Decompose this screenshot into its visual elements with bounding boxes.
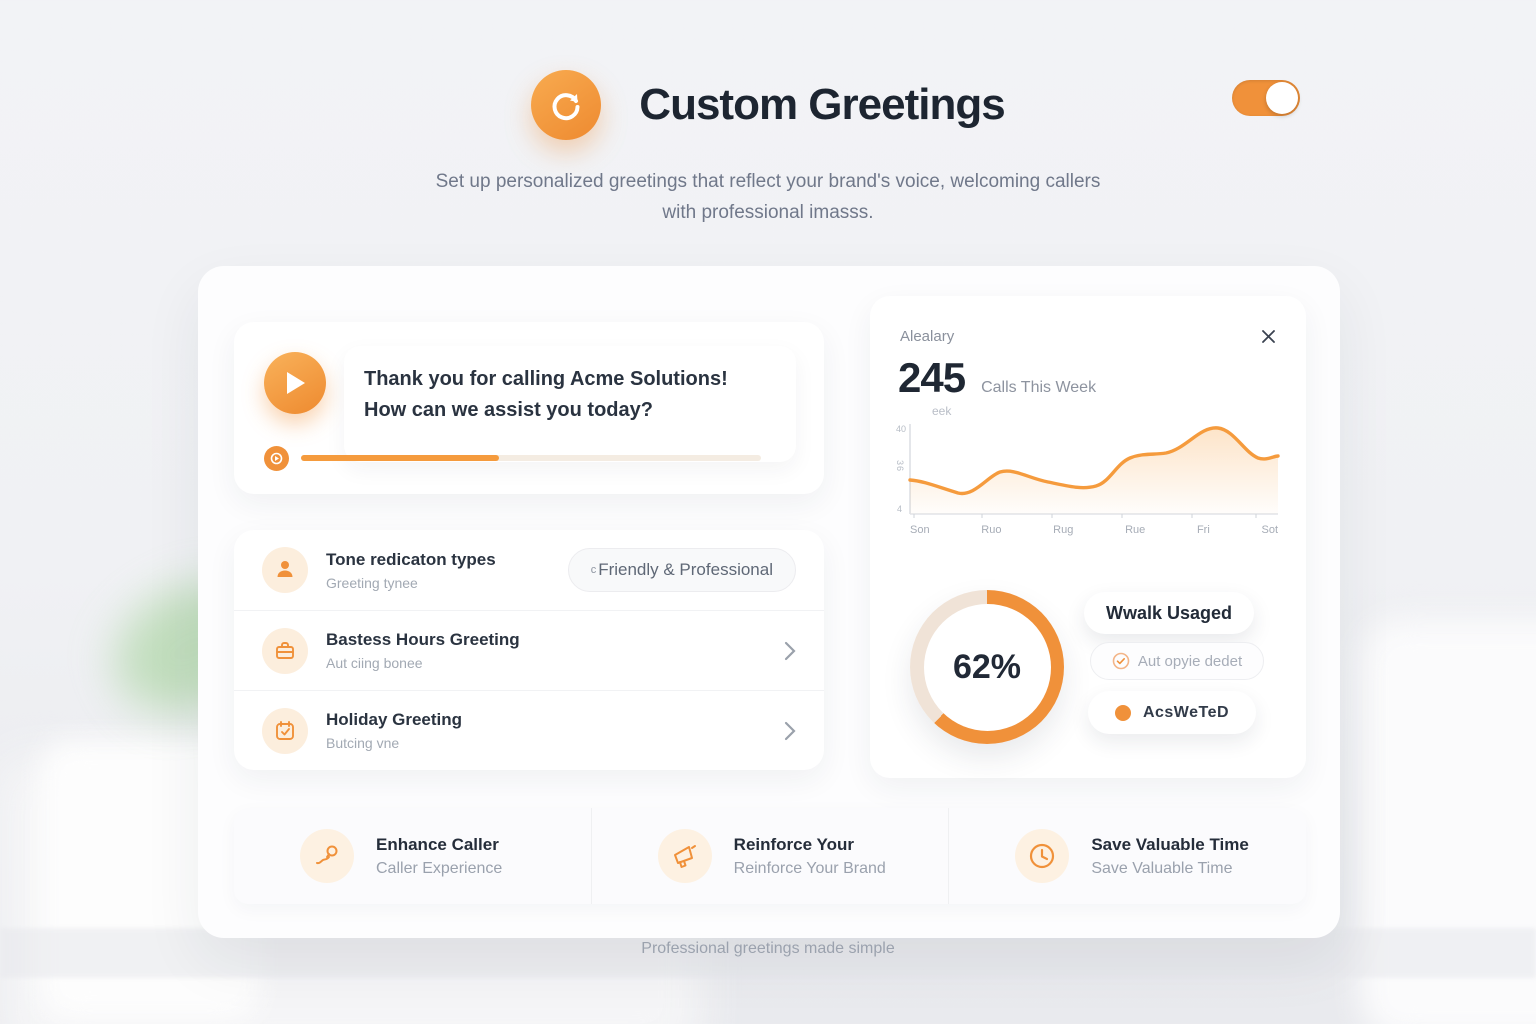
x-axis-tick: Ruo (981, 524, 1002, 536)
list-item-tone: Tone redicaton types Greeting tynee c Fr… (234, 530, 824, 610)
auto-reply-pill[interactable]: Aut opyie dedet (1090, 642, 1264, 680)
y-axis-tick: 36 (895, 460, 905, 473)
list-item-title: Bastess Hours Greeting (326, 630, 520, 649)
list-item-subtitle: Butcing vne (326, 735, 400, 751)
greeting-message-card: Thank you for calling Acme Solutions! Ho… (344, 346, 796, 462)
calendar-icon (262, 707, 308, 754)
greetings-enabled-toggle[interactable] (1232, 80, 1300, 116)
feature-save-time: Save Valuable Time Save Valuable Time (948, 808, 1306, 904)
toggle-knob (1266, 82, 1298, 114)
play-button[interactable] (264, 352, 326, 414)
feature-title: Save Valuable Time (1091, 834, 1249, 854)
feature-enhance-caller: Enhance Caller Caller Experience (234, 808, 591, 904)
calls-line-chart: 40 36 4 (895, 420, 1282, 542)
feature-subtitle: Caller Experience (376, 859, 503, 877)
megaphone-icon (657, 829, 712, 883)
calls-count: 245 (898, 354, 966, 401)
y-axis-tick: 4 (897, 504, 903, 514)
orange-dot-icon (1114, 704, 1131, 721)
feature-title: Enhance Caller (376, 834, 499, 854)
chart-canvas (908, 424, 1280, 518)
play-icon (287, 372, 305, 394)
greeting-message-line-2: How can we assist you today? (364, 399, 653, 421)
answered-pill[interactable]: AcsWeTeD (1088, 691, 1256, 734)
wand-icon (300, 829, 354, 883)
x-axis-tick: Son (910, 524, 930, 536)
x-axis-tick: Rue (1125, 524, 1146, 536)
list-item-holiday[interactable]: Holiday Greeting Butcing vne (234, 690, 824, 770)
x-axis-labels: Son Ruo Rug Rue Fri Sot (910, 524, 1278, 536)
main-panel: Thank you for calling Acme Solutions! Ho… (198, 266, 1340, 938)
analytics-title: Alealary (900, 328, 955, 345)
tone-value-label: Friendly & Professional (598, 560, 773, 579)
refresh-icon (531, 70, 602, 140)
header: Custom Greetings (0, 60, 1536, 150)
subtitle-line-1: Set up personalized greetings that refle… (435, 171, 1101, 192)
page-subtitle: Set up personalized greetings that refle… (0, 166, 1536, 228)
playback-progress-bar[interactable] (301, 455, 761, 461)
list-item-title: Tone redicaton types (326, 549, 496, 569)
feature-title: Reinforce Your (733, 834, 854, 854)
list-item-business-hours[interactable]: Bastess Hours Greeting Aut ciing bonee (234, 610, 824, 690)
donut-percent-label: 62% (952, 647, 1022, 686)
usage-donut-chart: 62% (910, 590, 1064, 744)
pill-prefix: c (590, 564, 597, 576)
feature-reinforce-brand: Reinforce Your Reinforce Your Brand (590, 808, 949, 904)
list-item-title: Holiday Greeting (326, 710, 463, 729)
answered-label: AcsWeTeD (1142, 703, 1230, 721)
briefcase-icon (262, 627, 308, 674)
page-title: Custom Greetings (639, 80, 1005, 129)
analytics-card: Alealary 245 Calls This Week eek 40 36 4 (870, 296, 1306, 778)
greeting-settings-list: Tone redicaton types Greeting tynee c Fr… (234, 530, 824, 770)
speaker-icon (264, 445, 289, 471)
features-bar: Enhance Caller Caller Experience Reinfor… (234, 808, 1306, 904)
subtitle-line-2: with professional imasss. (662, 202, 874, 223)
x-axis-tick: Rug (1053, 524, 1074, 536)
chevron-right-icon (784, 641, 796, 661)
check-circle-icon (1112, 652, 1130, 670)
auto-reply-label: Aut opyie dedet (1137, 652, 1243, 670)
calls-count-sublabel: eek (932, 404, 952, 418)
x-axis-tick: Fri (1196, 524, 1210, 536)
tone-value-pill[interactable]: c Friendly & Professional (567, 548, 796, 592)
feature-subtitle: Save Valuable Time (1091, 859, 1233, 877)
chevron-right-icon (784, 721, 796, 741)
playback-progress-fill (301, 455, 499, 461)
clock-icon (1015, 829, 1070, 883)
y-axis-tick: 40 (896, 424, 907, 434)
close-icon[interactable] (1256, 324, 1280, 348)
week-usage-button[interactable]: Wwalk Usaged (1084, 592, 1254, 634)
footer-tagline: Professional greetings made simple (641, 940, 895, 957)
greeting-message-line-1: Thank you for calling Acme Solutions! (364, 368, 728, 390)
audio-progress-row (264, 444, 794, 472)
x-axis-tick: Sot (1261, 524, 1278, 536)
calls-count-label: Calls This Week (981, 379, 1097, 396)
feature-subtitle: Reinforce Your Brand (733, 859, 886, 877)
greeting-player-card: Thank you for calling Acme Solutions! Ho… (234, 322, 824, 494)
microphone-icon (262, 547, 308, 593)
list-item-subtitle: Greeting tynee (326, 574, 418, 591)
list-item-subtitle: Aut ciing bonee (326, 655, 423, 671)
